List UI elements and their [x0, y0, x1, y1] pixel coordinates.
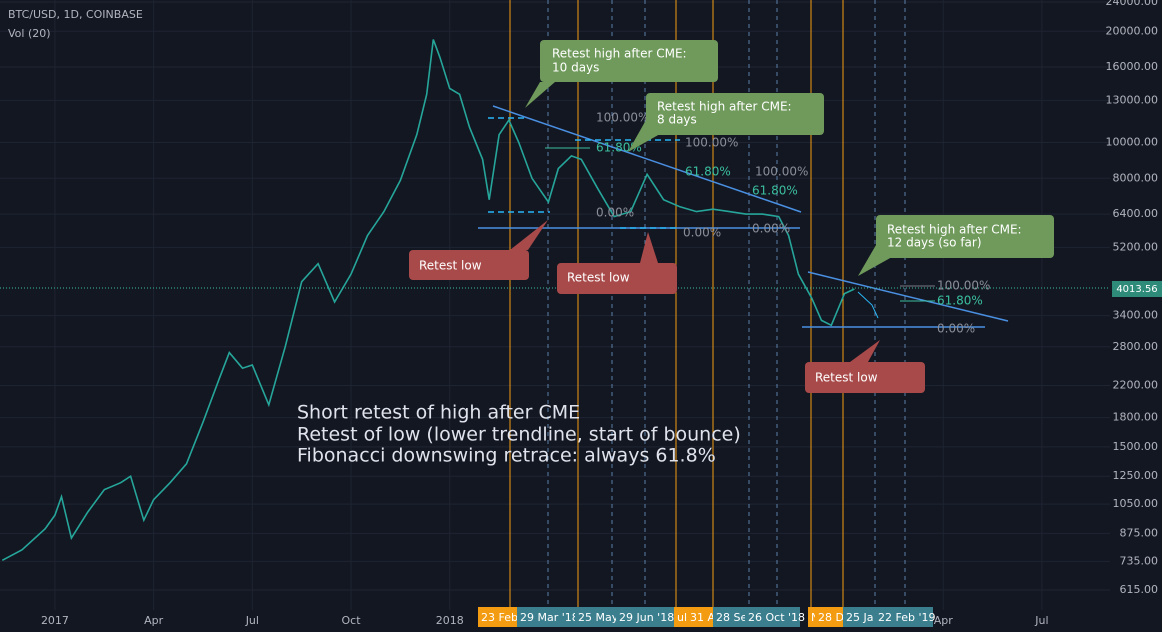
callout-text: Retest high after CME: — [657, 100, 792, 114]
time-marker — [674, 607, 687, 627]
time-marker-label: 29 Jun '18 — [619, 611, 674, 624]
note-line: Short retest of high after CME — [297, 402, 580, 424]
fib-label: 61.80% — [685, 165, 731, 179]
y-tick-label: 2800.00 — [1113, 340, 1159, 353]
subtitle: Vol (20) — [8, 27, 51, 40]
time-marker — [687, 607, 713, 627]
y-tick-label: 1250.00 — [1113, 469, 1159, 482]
callout-text: Retest low — [419, 259, 482, 273]
y-tick-label: 13000.00 — [1106, 93, 1159, 106]
y-tick-label: 20000.00 — [1106, 24, 1159, 37]
price-tag-label: 4013.56 — [1116, 284, 1157, 295]
callout-text: Retest low — [815, 371, 878, 385]
x-tick-label: Jul — [1034, 614, 1048, 627]
drawings — [0, 105, 1110, 328]
fib-label: 61.80% — [596, 141, 642, 155]
fib-label: 100.00% — [755, 165, 808, 179]
x-tick-label: Apr — [934, 614, 954, 627]
fib-label: 100.00% — [685, 136, 738, 150]
callout: Retest low — [409, 220, 548, 280]
y-tick-label: 875.00 — [1120, 526, 1159, 539]
fib-label: 61.80% — [937, 294, 983, 308]
time-marker — [843, 607, 875, 627]
x-tick-label: Oct — [342, 614, 362, 627]
y-tick-label: 24000.00 — [1106, 0, 1159, 8]
callout-text: 12 days (so far) — [887, 236, 982, 250]
x-tick-label: 2017 — [41, 614, 69, 627]
y-tick-label: 10000.00 — [1106, 135, 1159, 148]
time-marker-label: 25 May — [578, 611, 619, 624]
time-marker — [575, 607, 616, 627]
price-tag — [1112, 280, 1162, 297]
y-tick-label: 615.00 — [1120, 583, 1159, 596]
fib-label: 0.00% — [683, 226, 721, 240]
fib-label: 100.00% — [596, 111, 649, 125]
fib-label: 0.00% — [752, 222, 790, 236]
trendline — [807, 271, 1009, 322]
x-tick-label: Apr — [144, 614, 164, 627]
callout: Retest high after CME: 12 days (so far) — [858, 215, 1054, 276]
y-tick-label: 5200.00 — [1113, 240, 1159, 253]
callout-text: 8 days — [657, 113, 697, 127]
time-marker-label: 28 De — [818, 611, 851, 624]
projection-arrow — [857, 291, 879, 319]
callout: Retest high after CME: 8 days — [628, 93, 824, 152]
x-tick-label: Jul — [245, 614, 259, 627]
y-tick-label: 8000.00 — [1113, 171, 1159, 184]
y-tick-label: 6400.00 — [1113, 207, 1159, 220]
y-tick-label: 3400.00 — [1113, 309, 1159, 322]
time-marker-label: 25 Ja — [846, 611, 873, 624]
time-marker-label: 22 Feb '19 — [878, 611, 936, 624]
time-marker — [478, 607, 517, 627]
fib-label: 100.00% — [937, 279, 990, 293]
note-line: Fibonacci downswing retrace: always 61.8… — [297, 445, 716, 467]
fib-label: 0.00% — [596, 206, 634, 220]
callout: Retest low — [805, 340, 925, 393]
callout-text: Retest high after CME: — [552, 47, 687, 61]
time-marker-label: 26 Oct '18 — [748, 611, 805, 624]
callout-text: 10 days — [552, 61, 599, 75]
y-tick-label: 16000.00 — [1106, 60, 1159, 73]
callout-text: Retest high after CME: — [887, 223, 1022, 237]
time-marker — [808, 607, 815, 627]
time-marker — [745, 607, 800, 627]
series — [1, 39, 855, 562]
y-tick-label: 1050.00 — [1113, 497, 1159, 510]
y-axis-panel — [1110, 0, 1162, 632]
time-marker — [616, 607, 674, 627]
chart-title: BTC/USD, 1D, COINBASE — [8, 8, 143, 21]
time-marker — [875, 607, 933, 627]
y-tick-label: 735.00 — [1120, 554, 1159, 567]
price-line — [1, 39, 855, 562]
fib-label: 61.80% — [752, 184, 798, 198]
trendline — [492, 105, 802, 213]
callout: Retest high after CME: 10 days — [525, 40, 718, 108]
y-tick-label: 1500.00 — [1113, 440, 1159, 453]
time-marker-label: 28 Se — [716, 611, 747, 624]
fib-label: 0.00% — [937, 322, 975, 336]
time-marker — [713, 607, 745, 627]
time-marker-label: 23 Feb — [481, 611, 518, 624]
callout-text: Retest low — [567, 271, 630, 285]
time-marker — [815, 607, 843, 627]
callout: Retest low — [557, 232, 677, 294]
y-tick-label: 1800.00 — [1113, 411, 1159, 424]
y-tick-label: 2200.00 — [1113, 378, 1159, 391]
time-marker — [517, 607, 575, 627]
time-marker-label: 29 Mar '18 — [520, 611, 579, 624]
note-line: Retest of low (lower trendline, start of… — [297, 424, 741, 446]
x-tick-label: 2018 — [436, 614, 464, 627]
time-marker-label: ul — [677, 611, 687, 624]
